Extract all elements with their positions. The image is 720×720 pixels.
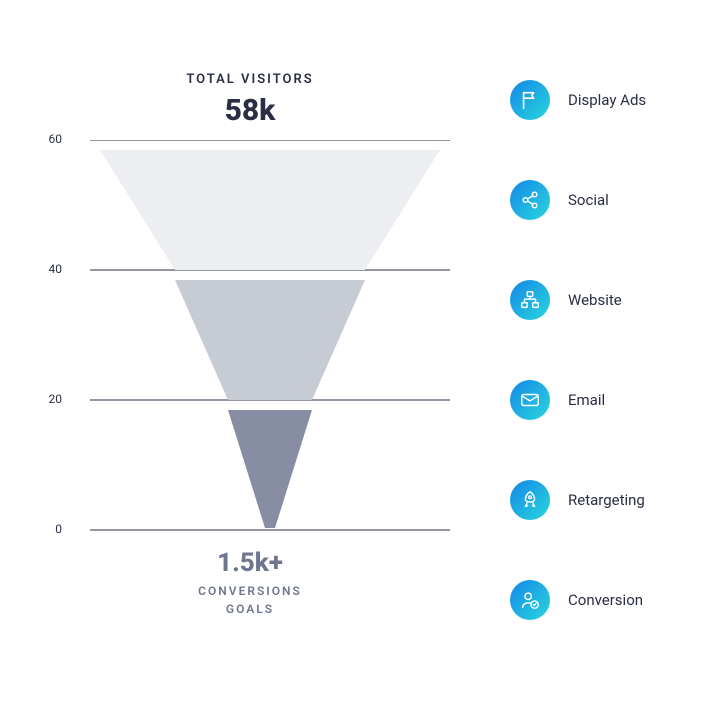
share-icon — [510, 180, 550, 220]
rocket-icon — [510, 480, 550, 520]
legend-label: Display Ads — [568, 91, 646, 109]
y-axis-tick: 20 — [38, 392, 62, 406]
funnel-segment-3 — [228, 410, 312, 528]
legend-label: Retargeting — [568, 491, 645, 509]
legend-item-display-ads: Display Ads — [510, 80, 646, 120]
infographic-canvas: TOTAL VISITORS 58k 60 40 20 0 1.5k+ CONVERS… — [0, 0, 720, 720]
mail-icon — [510, 380, 550, 420]
funnel-chart — [70, 140, 470, 540]
funnel-segment-2 — [175, 280, 365, 400]
legend-item-retargeting: Retargeting — [510, 480, 645, 520]
legend-item-website: Website — [510, 280, 622, 320]
legend-label: Social — [568, 191, 609, 209]
legend-label: Website — [568, 291, 622, 309]
funnel-top-label: TOTAL VISITORS 58k — [100, 72, 400, 128]
y-axis-tick: 0 — [38, 522, 62, 536]
legend-label: Conversion — [568, 591, 643, 609]
legend-item-conversion: Conversion — [510, 580, 643, 620]
legend-connector — [524, 80, 526, 640]
sitemap-icon — [510, 280, 550, 320]
conversions-value: 1.5k+ — [100, 548, 400, 578]
user-check-icon — [510, 580, 550, 620]
conversions-label-1: CONVERSIONS — [100, 582, 400, 600]
funnel-bottom-label: 1.5k+ CONVERSIONS GOALS — [100, 548, 400, 618]
total-visitors-value: 58k — [100, 93, 400, 128]
conversions-label-2: GOALS — [100, 600, 400, 618]
legend-item-email: Email — [510, 380, 605, 420]
funnel-segment-1 — [100, 150, 440, 270]
legend-label: Email — [568, 391, 605, 409]
y-axis-tick: 60 — [38, 132, 62, 146]
legend-item-social: Social — [510, 180, 609, 220]
y-axis-tick: 40 — [38, 262, 62, 276]
total-visitors-label: TOTAL VISITORS — [100, 72, 400, 87]
flag-icon — [510, 80, 550, 120]
